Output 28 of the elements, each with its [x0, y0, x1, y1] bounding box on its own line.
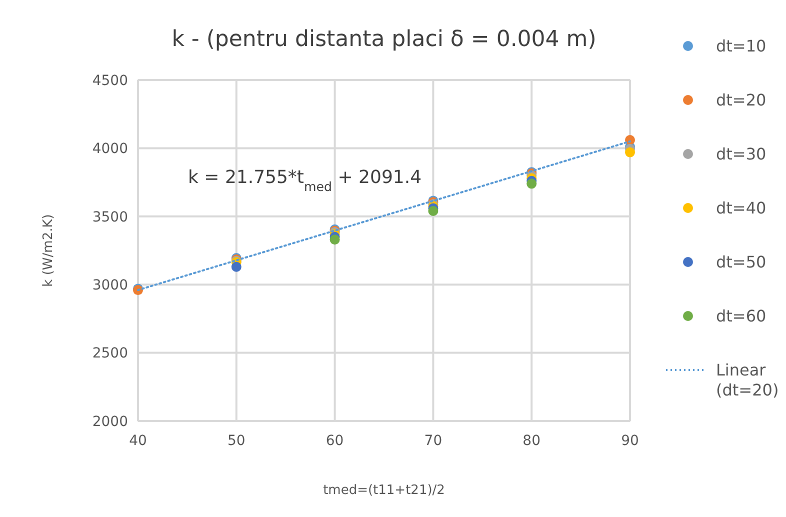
- legend-label: Linear (dt=20): [716, 360, 779, 400]
- point: [428, 206, 438, 216]
- y-tick-label: 3000: [92, 278, 128, 294]
- point: [625, 147, 635, 158]
- y-tick-label: 2500: [92, 346, 128, 362]
- chart-title: k - (pentru distanta placi δ = 0.004 m): [172, 27, 596, 52]
- y-tick-label: 4000: [92, 141, 128, 158]
- point: [526, 178, 537, 189]
- legend-label: dt=30: [716, 144, 766, 164]
- y-tick-label: 3500: [92, 209, 128, 226]
- x-tick-label: 90: [621, 433, 639, 449]
- point: [231, 262, 242, 272]
- legend-label: dt=60: [716, 306, 766, 326]
- annotation: k = 21.755*t$_{med}$ + 2091.4: [188, 167, 422, 194]
- y-axis-title: k (W/m2.K): [41, 214, 56, 287]
- x-tick-label: 60: [326, 433, 344, 449]
- legend-label: dt=20: [716, 90, 766, 110]
- y-tick-label: 4500: [92, 72, 128, 89]
- point: [330, 234, 340, 245]
- legend-label: dt=50: [716, 252, 766, 272]
- x-tick-label: 40: [129, 433, 147, 449]
- y-tick-label: 2000: [92, 414, 128, 430]
- x-tick-label: 70: [424, 433, 442, 449]
- x-tick-label: 80: [522, 433, 541, 449]
- x-tick-label: 50: [227, 433, 246, 449]
- x-axis-title: tmed=(t11+t21)/2: [323, 483, 445, 498]
- legend-label: dt=40: [716, 198, 766, 218]
- legend-label: dt=10: [716, 36, 766, 56]
